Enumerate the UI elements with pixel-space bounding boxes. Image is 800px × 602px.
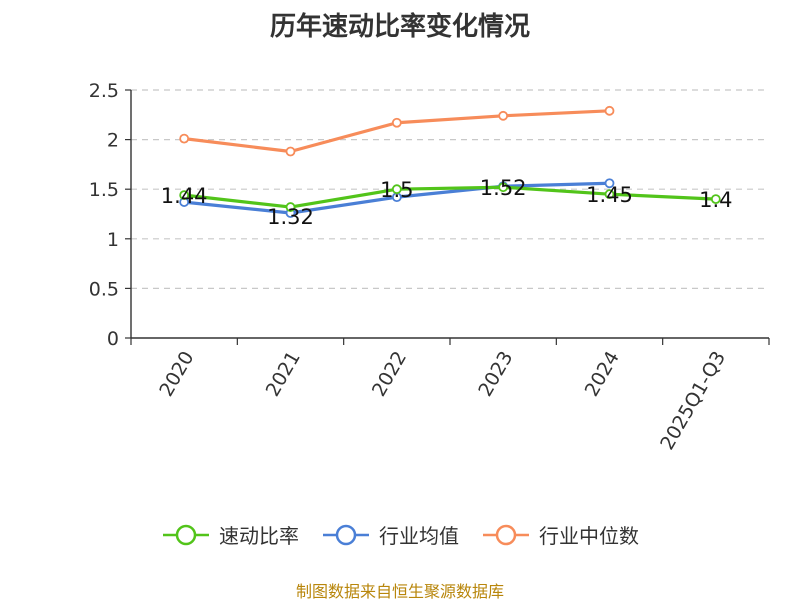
legend: 速动比率 行业均值 行业中位数	[0, 520, 800, 549]
x-tick-label: 2024	[581, 348, 624, 401]
legend-item[interactable]: 速动比率	[161, 520, 299, 549]
legend-label: 行业均值	[379, 524, 459, 548]
legend-item[interactable]: 行业中位数	[481, 520, 639, 549]
x-tick-label: 2022	[368, 348, 411, 401]
data-point	[498, 182, 509, 193]
x-tick-label: 2020	[155, 348, 198, 401]
x-tick-label: 2021	[262, 348, 305, 401]
y-tick-label: 1.5	[89, 179, 119, 201]
data-point	[604, 105, 615, 116]
x-tick-label: 2023	[474, 348, 517, 401]
data-point	[285, 146, 296, 157]
data-point	[391, 117, 402, 128]
data-point	[179, 190, 190, 201]
y-tick-label: 1	[107, 229, 119, 251]
data-point	[498, 110, 509, 121]
data-label: 1.5	[380, 178, 413, 202]
series-line-2	[183, 109, 610, 154]
data-label: 1.52	[480, 176, 527, 200]
data-label: 1.4	[699, 188, 732, 212]
legend-label: 行业中位数	[539, 524, 639, 548]
legend-line-circle-icon	[323, 524, 369, 545]
data-point	[604, 189, 615, 200]
legend-item[interactable]: 行业均值	[321, 520, 459, 549]
data-point	[179, 133, 190, 144]
chart-title: 历年速动比率变化情况	[269, 12, 530, 42]
legend-line-circle-icon	[483, 524, 529, 545]
x-tick-label: 2025Q1-Q3	[656, 348, 730, 454]
data-label: 1.45	[586, 183, 633, 207]
data-point	[285, 202, 296, 212]
data-point	[604, 178, 615, 189]
y-tick-label: 2.5	[89, 80, 119, 102]
y-tick-label: 0	[107, 328, 119, 350]
legend-label: 速动比率	[219, 524, 299, 548]
source-note: 制图数据来自恒生聚源数据库	[295, 582, 504, 601]
data-point	[391, 184, 402, 195]
y-tick-label: 2	[107, 130, 119, 152]
legend-line-circle-icon	[163, 524, 209, 545]
data-label: 1.32	[267, 205, 314, 229]
data-point	[710, 194, 721, 205]
data-label: 1.44	[161, 184, 208, 208]
y-tick-label: 0.5	[89, 278, 119, 300]
series-line-0	[183, 185, 716, 209]
